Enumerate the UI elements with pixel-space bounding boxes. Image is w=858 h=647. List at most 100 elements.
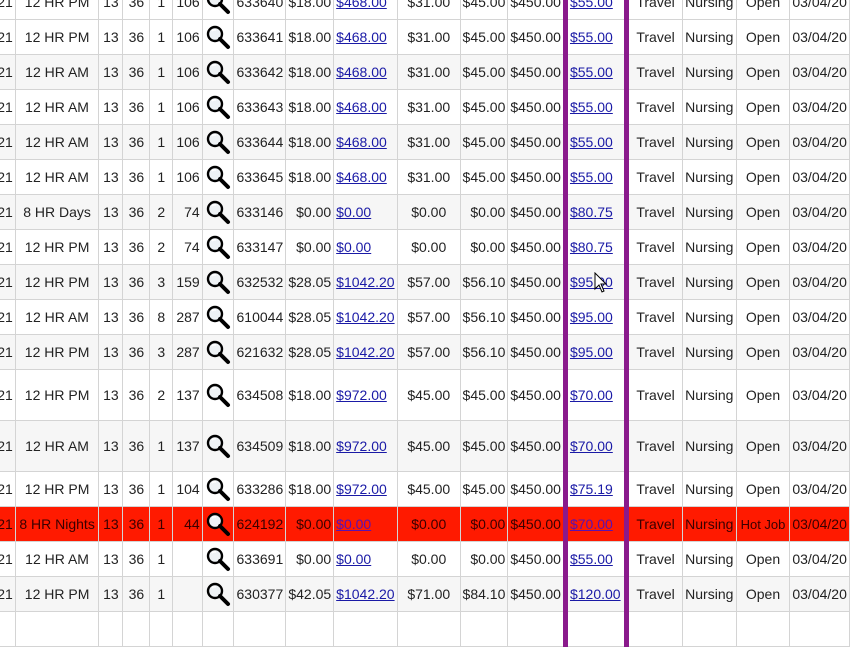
pay-link[interactable]: $0.00 (336, 551, 372, 567)
view-cell[interactable] (201, 471, 234, 507)
bonus-cell[interactable]: $55.00 (562, 54, 628, 90)
view-cell[interactable] (201, 124, 234, 160)
bonus-cell[interactable]: $55.00 (562, 19, 628, 55)
bonus-link[interactable]: $75.19 (569, 481, 613, 497)
bonus-link[interactable]: $80.75 (569, 239, 613, 255)
bonus-link[interactable]: $70.00 (569, 438, 613, 454)
bonus-cell[interactable]: $70.00 (562, 369, 628, 421)
view-cell[interactable] (201, 334, 234, 370)
pay-cell[interactable]: $468.00 (333, 159, 398, 195)
pay-cell[interactable]: $1042.20 (333, 334, 398, 370)
pay-link[interactable]: $1042.20 (336, 344, 395, 360)
pay-link[interactable]: $0.00 (336, 204, 372, 220)
bonus-link[interactable]: $55.00 (569, 64, 613, 80)
view-cell[interactable] (201, 611, 234, 647)
bonus-link[interactable]: $55.00 (569, 551, 613, 567)
bonus-link[interactable]: $120.00 (569, 586, 621, 602)
magnifier-icon[interactable] (205, 477, 231, 501)
bonus-cell[interactable]: $95.00 (562, 264, 628, 300)
bonus-link[interactable]: $55.00 (569, 99, 613, 115)
view-cell[interactable] (201, 19, 234, 55)
bonus-cell[interactable]: $55.00 (562, 89, 628, 125)
pay-cell[interactable] (333, 611, 398, 647)
pay-cell[interactable]: $972.00 (333, 471, 398, 507)
bonus-cell[interactable]: $70.00 (562, 420, 628, 472)
pay-cell[interactable]: $1042.20 (333, 299, 398, 335)
pay-link[interactable]: $1042.20 (336, 586, 395, 602)
view-cell[interactable] (201, 89, 234, 125)
pay-cell[interactable]: $468.00 (333, 89, 398, 125)
pay-link[interactable]: $468.00 (336, 64, 387, 80)
bonus-link[interactable]: $95.00 (569, 309, 613, 325)
bonus-link[interactable]: $70.00 (569, 387, 613, 403)
bonus-cell[interactable]: $75.19 (562, 471, 628, 507)
view-cell[interactable] (201, 369, 234, 421)
magnifier-icon[interactable] (205, 305, 231, 329)
magnifier-icon[interactable] (205, 235, 231, 259)
view-cell[interactable] (201, 506, 234, 542)
pay-link[interactable]: $1042.20 (336, 274, 395, 290)
pay-link[interactable]: $0.00 (336, 516, 372, 532)
bonus-link[interactable]: $55.00 (569, 169, 613, 185)
pay-cell[interactable]: $972.00 (333, 420, 398, 472)
pay-cell[interactable]: $468.00 (333, 19, 398, 55)
magnifier-icon[interactable] (205, 130, 231, 154)
bonus-cell[interactable]: $80.75 (562, 229, 628, 265)
bonus-cell[interactable]: $55.00 (562, 159, 628, 195)
pay-cell[interactable]: $0.00 (333, 194, 398, 230)
pay-link[interactable]: $468.00 (336, 169, 387, 185)
bonus-link[interactable]: $80.75 (569, 204, 613, 220)
pay-link[interactable]: $972.00 (336, 438, 387, 454)
magnifier-icon[interactable] (205, 547, 231, 571)
pay-link[interactable]: $972.00 (336, 387, 387, 403)
pay-cell[interactable]: $468.00 (333, 124, 398, 160)
magnifier-icon[interactable] (205, 200, 231, 224)
bonus-link[interactable]: $55.00 (569, 134, 613, 150)
pay-cell[interactable]: $1042.20 (333, 576, 398, 612)
view-cell[interactable] (201, 541, 234, 577)
magnifier-icon[interactable] (205, 0, 231, 14)
magnifier-icon[interactable] (205, 434, 231, 458)
pay-link[interactable]: $468.00 (336, 99, 387, 115)
view-cell[interactable] (201, 54, 234, 90)
view-cell[interactable] (201, 159, 234, 195)
pay-cell[interactable]: $468.00 (333, 0, 398, 20)
view-cell[interactable] (201, 264, 234, 300)
magnifier-icon[interactable] (205, 582, 231, 606)
pay-link[interactable]: $1042.20 (336, 309, 395, 325)
bonus-cell[interactable]: $95.00 (562, 299, 628, 335)
magnifier-icon[interactable] (205, 25, 231, 49)
bonus-link[interactable]: $55.00 (569, 0, 613, 10)
pay-cell[interactable]: $0.00 (333, 229, 398, 265)
pay-link[interactable]: $468.00 (336, 134, 387, 150)
view-cell[interactable] (201, 194, 234, 230)
pay-cell[interactable]: $972.00 (333, 369, 398, 421)
pay-cell[interactable]: $0.00 (333, 541, 398, 577)
bonus-cell[interactable]: $55.00 (562, 124, 628, 160)
bonus-link[interactable]: $70.00 (569, 516, 613, 532)
bonus-cell[interactable]: $55.00 (562, 541, 628, 577)
magnifier-icon[interactable] (205, 270, 231, 294)
bonus-link[interactable]: $95.00 (569, 344, 613, 360)
bonus-cell[interactable]: $120.00 (562, 576, 628, 612)
pay-cell[interactable]: $1042.20 (333, 264, 398, 300)
pay-cell[interactable]: $0.00 (333, 506, 398, 542)
pay-link[interactable]: $468.00 (336, 0, 387, 10)
view-cell[interactable] (201, 576, 234, 612)
magnifier-icon[interactable] (205, 512, 231, 536)
bonus-cell[interactable] (562, 611, 628, 647)
bonus-link[interactable]: $55.00 (569, 29, 613, 45)
view-cell[interactable] (201, 229, 234, 265)
view-cell[interactable] (201, 299, 234, 335)
pay-link[interactable]: $468.00 (336, 29, 387, 45)
magnifier-icon[interactable] (205, 95, 231, 119)
bonus-cell[interactable]: $70.00 (562, 506, 628, 542)
magnifier-icon[interactable] (205, 383, 231, 407)
magnifier-icon[interactable] (205, 340, 231, 364)
pay-link[interactable]: $0.00 (336, 239, 372, 255)
bonus-cell[interactable]: $80.75 (562, 194, 628, 230)
view-cell[interactable] (201, 0, 234, 20)
pay-cell[interactable]: $468.00 (333, 54, 398, 90)
magnifier-icon[interactable] (205, 165, 231, 189)
bonus-cell[interactable]: $95.00 (562, 334, 628, 370)
